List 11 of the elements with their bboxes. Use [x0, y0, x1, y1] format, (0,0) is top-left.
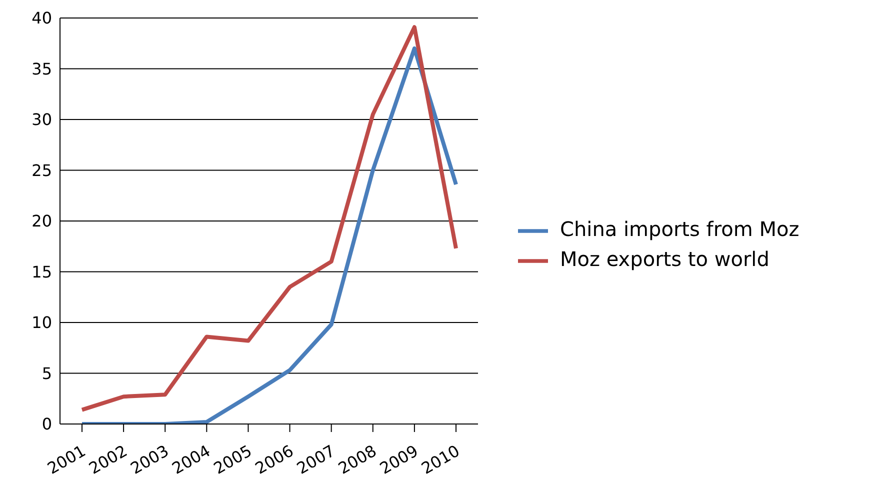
y-tick-label: 15 [32, 262, 52, 282]
y-tick-label: 35 [32, 59, 52, 78]
y-tick-label: 30 [32, 110, 52, 130]
y-tick-label: 0 [42, 414, 52, 434]
y-tick-label: 20 [32, 212, 52, 231]
legend-label: Moz exports to world [560, 247, 770, 272]
y-tick-label: 10 [32, 313, 52, 332]
y-tick-label: 5 [42, 364, 52, 383]
y-tick-label: 40 [32, 8, 52, 28]
legend-label: China imports from Moz [560, 217, 800, 242]
y-tick-label: 25 [32, 160, 52, 180]
